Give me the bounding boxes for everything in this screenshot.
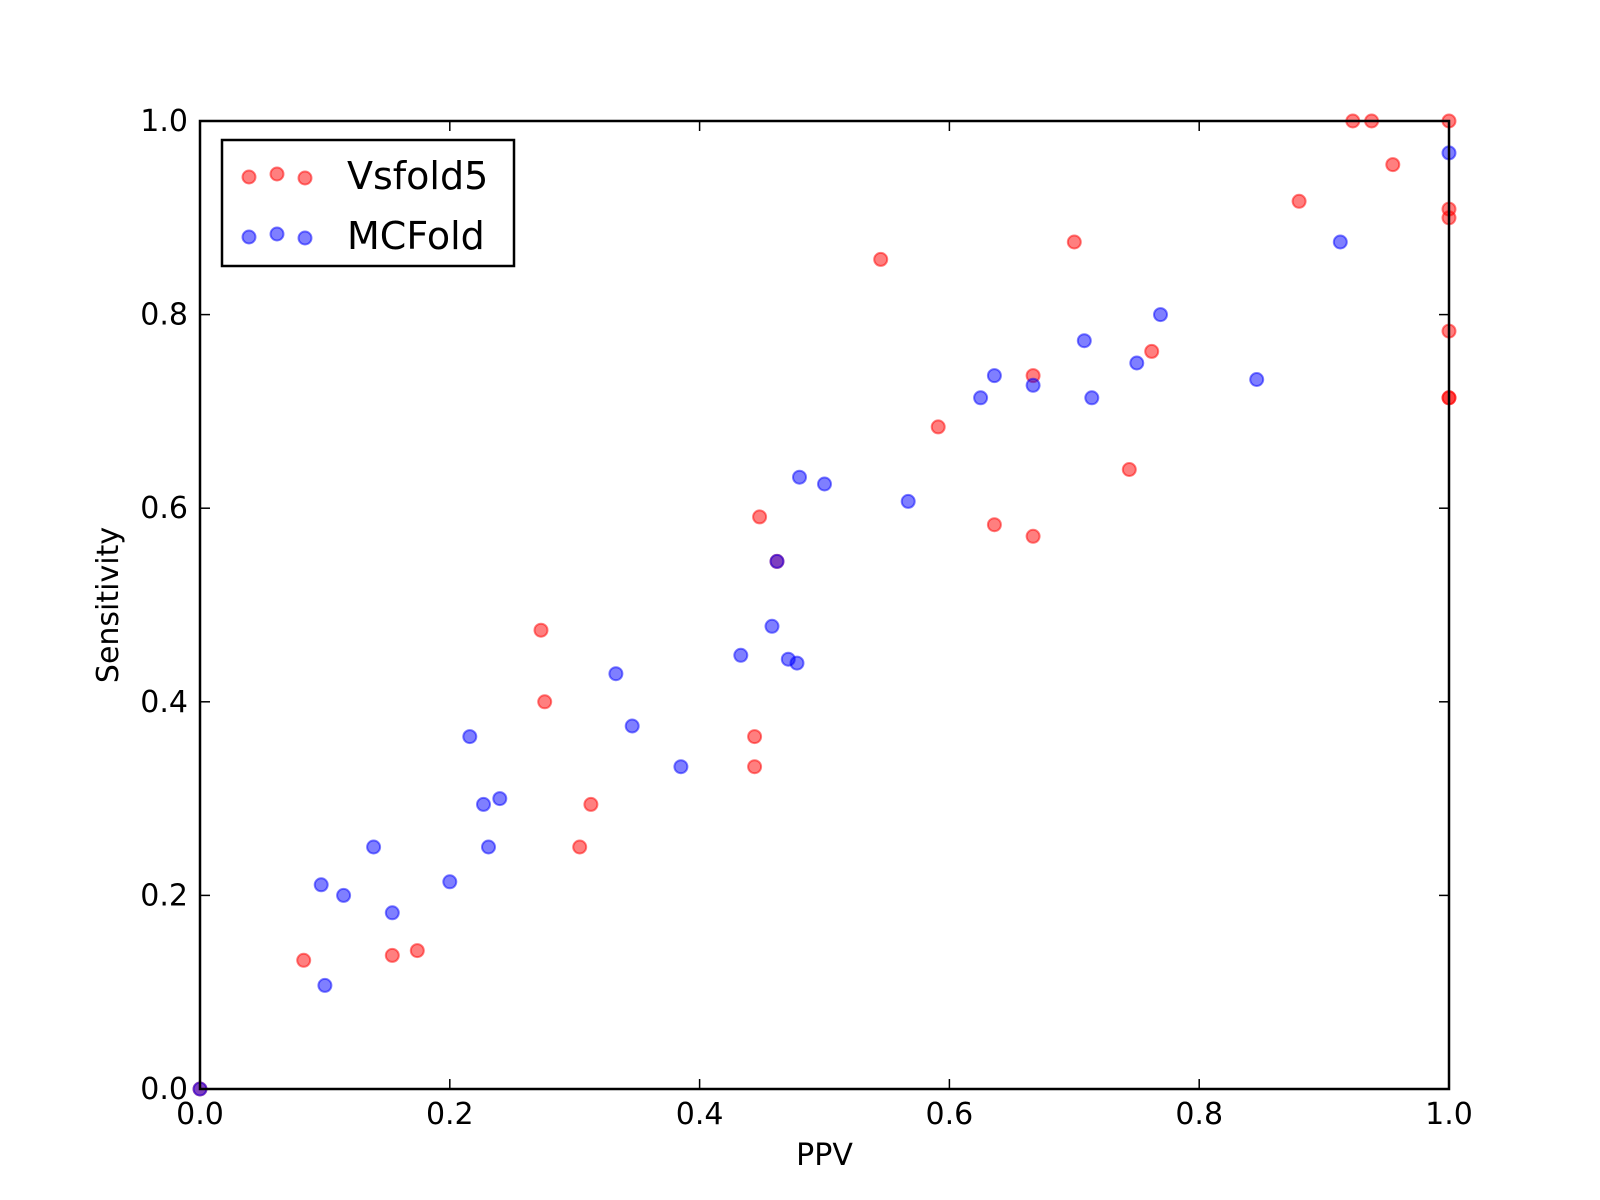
data-point xyxy=(481,839,496,855)
data-point xyxy=(366,839,382,855)
data-point xyxy=(533,622,549,638)
data-point xyxy=(673,759,689,775)
legend-marker xyxy=(241,229,257,245)
legend-label: Vsfold5 xyxy=(347,154,488,198)
data-point xyxy=(986,517,1002,533)
series-mcfold xyxy=(192,145,1457,1097)
plot-frame xyxy=(198,119,1451,1091)
data-point xyxy=(1066,234,1082,250)
points-layer xyxy=(192,113,1457,1097)
data-point xyxy=(317,977,333,993)
data-point xyxy=(624,718,640,734)
data-point xyxy=(476,796,491,812)
data-point xyxy=(747,759,763,775)
data-point xyxy=(572,839,588,855)
y-tick-label: 0.8 xyxy=(140,298,188,333)
data-point xyxy=(733,647,749,663)
data-point xyxy=(462,729,478,745)
legend-marker xyxy=(297,170,313,186)
data-point xyxy=(1121,462,1137,477)
legend-marker xyxy=(241,169,257,185)
data-point xyxy=(336,887,352,903)
legend: Vsfold5 MCFold xyxy=(220,138,516,268)
data-point xyxy=(1144,343,1160,359)
legend-marker xyxy=(269,226,285,242)
legend-label: MCFold xyxy=(347,214,485,258)
legend-entries: Vsfold5 MCFold xyxy=(241,154,488,258)
data-point xyxy=(296,952,312,968)
legend-entry: Vsfold5 xyxy=(241,154,488,198)
x-axis-title: PPV xyxy=(796,1138,853,1173)
data-point xyxy=(1025,377,1041,393)
data-point xyxy=(1025,528,1041,544)
x-tick-label: 1.0 xyxy=(1425,1097,1473,1132)
data-point xyxy=(792,469,807,485)
data-point xyxy=(986,368,1002,384)
x-tick-label: 0.2 xyxy=(426,1097,474,1132)
y-tick-label: 0.4 xyxy=(140,685,188,720)
y-axis-title: Sensitivity xyxy=(91,527,126,683)
data-point xyxy=(817,476,832,492)
legend-entry: MCFold xyxy=(241,214,485,258)
data-point xyxy=(384,947,400,963)
y-tick-label: 0.6 xyxy=(140,491,188,526)
data-point xyxy=(608,666,624,682)
legend-marker xyxy=(269,166,285,182)
data-point xyxy=(873,251,889,267)
data-point xyxy=(1291,193,1307,209)
data-point xyxy=(769,553,785,569)
x-tick-label: 0.4 xyxy=(676,1097,724,1132)
data-point xyxy=(1385,157,1401,173)
x-tick-label: 0.0 xyxy=(176,1097,224,1132)
data-point xyxy=(1332,234,1348,250)
data-point xyxy=(442,874,458,890)
y-tick-label: 0.0 xyxy=(140,1072,188,1107)
data-point xyxy=(1084,390,1100,406)
data-point xyxy=(409,943,425,959)
ticks-layer: 0.0 0.2 0.4 0.6 0.8 1.0 0.0 0.2 0.4 0.6 0.8 1.0 xyxy=(140,104,1473,1132)
x-tick-label: 0.6 xyxy=(926,1097,974,1132)
y-tick-label: 1.0 xyxy=(140,104,188,139)
data-point xyxy=(1129,355,1145,371)
data-point xyxy=(752,509,768,525)
legend-marker xyxy=(297,230,313,246)
data-point xyxy=(930,419,946,435)
data-point xyxy=(384,905,400,921)
data-point xyxy=(1153,307,1168,323)
legend-box xyxy=(220,138,516,268)
data-point xyxy=(764,618,780,634)
data-point xyxy=(900,493,916,509)
x-tick-label: 0.8 xyxy=(1175,1097,1223,1132)
data-point xyxy=(492,791,508,807)
data-point xyxy=(1249,372,1265,387)
data-point xyxy=(747,729,763,745)
data-point xyxy=(537,694,553,710)
data-point xyxy=(1076,333,1092,349)
data-point xyxy=(789,655,805,671)
data-point xyxy=(973,390,989,406)
data-point xyxy=(583,796,599,812)
data-point xyxy=(313,877,329,893)
y-tick-label: 0.2 xyxy=(140,878,188,913)
